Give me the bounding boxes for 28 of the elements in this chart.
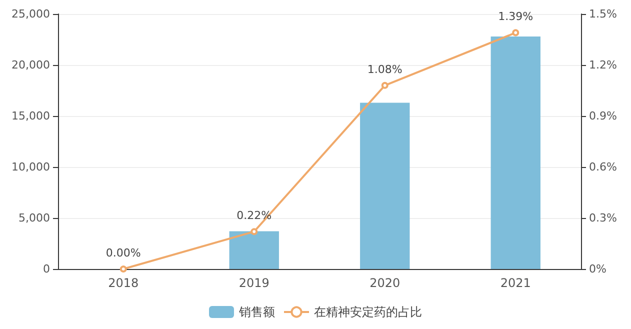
y-tick-label: 15,000: [12, 110, 50, 122]
bar: [229, 231, 279, 269]
x-tick-label: 2020: [370, 276, 400, 290]
data-label: 0.00%: [106, 246, 141, 260]
y2-tick-label: 0.3%: [589, 212, 617, 224]
y-tick-label: 5,000: [18, 212, 50, 224]
data-label: 1.39%: [498, 10, 534, 24]
y2-tick-label: 0.9%: [589, 110, 617, 122]
y-tick-label: 20,000: [12, 58, 50, 72]
bar: [490, 36, 540, 269]
point: [120, 266, 127, 272]
bar: [360, 102, 410, 269]
data-label: 1.08%: [367, 62, 402, 76]
y-tick-label: 10,000: [12, 160, 50, 174]
y2-tick-label: 1.5%: [589, 8, 617, 20]
y2-tick-label: 1.2%: [589, 58, 617, 72]
x-tick-label: 2021: [500, 276, 531, 290]
point: [381, 82, 388, 89]
point: [512, 29, 520, 36]
x-tick-label: 2018: [108, 276, 139, 290]
y-tick-label: 25,000: [12, 8, 50, 20]
x-tick-label: 2019: [238, 276, 270, 290]
y2-tick-label: 0.6%: [589, 160, 617, 174]
legend-label: 销售额: [238, 305, 275, 319]
legend-label: 在精神安定药的占比: [314, 305, 422, 319]
point: [250, 228, 258, 236]
y-tick-label: 0: [43, 262, 50, 276]
y2-tick-label: 0%: [589, 262, 606, 276]
